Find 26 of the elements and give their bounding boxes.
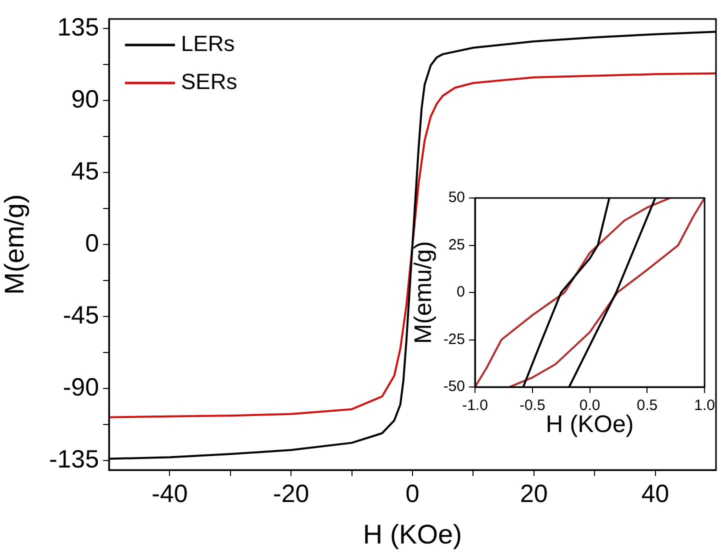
y-tick-label: 0 bbox=[456, 284, 465, 301]
y-axis-title: M(emu/g) bbox=[410, 241, 438, 344]
legend-label: SERs bbox=[181, 69, 238, 94]
y-axis-title: M(em/g) bbox=[0, 194, 30, 295]
y-tick-label: 90 bbox=[71, 85, 99, 114]
x-axis-title: H (KOe) bbox=[362, 519, 462, 550]
y-tick-label: -135 bbox=[48, 445, 99, 474]
y-tick-label: -45 bbox=[62, 301, 99, 330]
x-tick-label: 40 bbox=[641, 480, 670, 508]
x-tick-label: 0 bbox=[406, 480, 420, 508]
x-tick-label: -20 bbox=[273, 480, 310, 508]
y-tick-label: 135 bbox=[57, 13, 99, 42]
y-tick-label: -50 bbox=[443, 378, 465, 396]
y-tick-label: 50 bbox=[448, 189, 465, 206]
x-tick-label: 1.0 bbox=[694, 397, 716, 414]
x-tick-label: -0.5 bbox=[519, 397, 546, 414]
x-tick-label: 0.5 bbox=[636, 397, 658, 414]
x-tick-label: -40 bbox=[152, 480, 188, 508]
x-tick-label: -1.0 bbox=[462, 397, 488, 414]
y-tick-label: 25 bbox=[448, 236, 465, 254]
x-tick-label: 20 bbox=[520, 480, 548, 508]
legend-label: LERs bbox=[181, 31, 235, 56]
y-tick-label: 0 bbox=[85, 229, 99, 258]
y-tick-label: -90 bbox=[62, 373, 99, 402]
y-tick-label: 45 bbox=[71, 157, 99, 186]
y-tick-label: -25 bbox=[443, 330, 465, 348]
